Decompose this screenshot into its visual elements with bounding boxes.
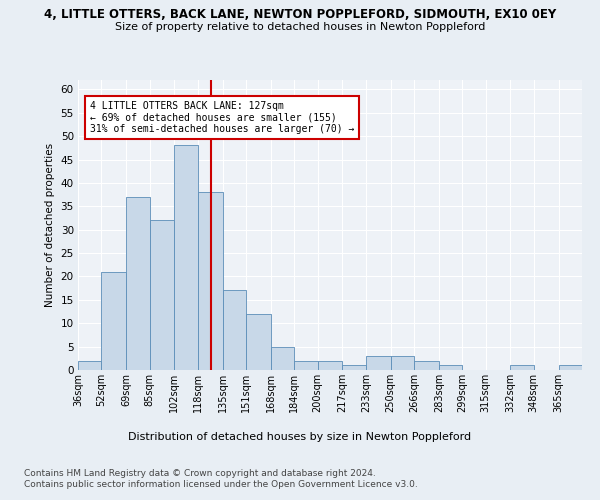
Bar [149,220,175,370]
Bar [175,146,198,370]
Bar [366,356,391,370]
Text: Size of property relative to detached houses in Newton Poppleford: Size of property relative to detached ho… [115,22,485,32]
Bar [511,366,534,370]
Text: 4, LITTLE OTTERS, BACK LANE, NEWTON POPPLEFORD, SIDMOUTH, EX10 0EY: 4, LITTLE OTTERS, BACK LANE, NEWTON POPP… [44,8,556,20]
Bar [414,360,439,370]
Text: Contains public sector information licensed under the Open Government Licence v3: Contains public sector information licen… [24,480,418,489]
Bar [343,366,366,370]
Bar [246,314,271,370]
Bar [223,290,246,370]
Text: Distribution of detached houses by size in Newton Poppleford: Distribution of detached houses by size … [128,432,472,442]
Y-axis label: Number of detached properties: Number of detached properties [45,143,55,307]
Bar [294,360,317,370]
Bar [317,360,343,370]
Bar [198,192,223,370]
Bar [439,366,462,370]
Bar [391,356,414,370]
Bar [126,197,149,370]
Bar [78,360,101,370]
Bar [271,346,294,370]
Text: 4 LITTLE OTTERS BACK LANE: 127sqm
← 69% of detached houses are smaller (155)
31%: 4 LITTLE OTTERS BACK LANE: 127sqm ← 69% … [89,101,354,134]
Bar [101,272,126,370]
Text: Contains HM Land Registry data © Crown copyright and database right 2024.: Contains HM Land Registry data © Crown c… [24,469,376,478]
Bar [559,366,582,370]
